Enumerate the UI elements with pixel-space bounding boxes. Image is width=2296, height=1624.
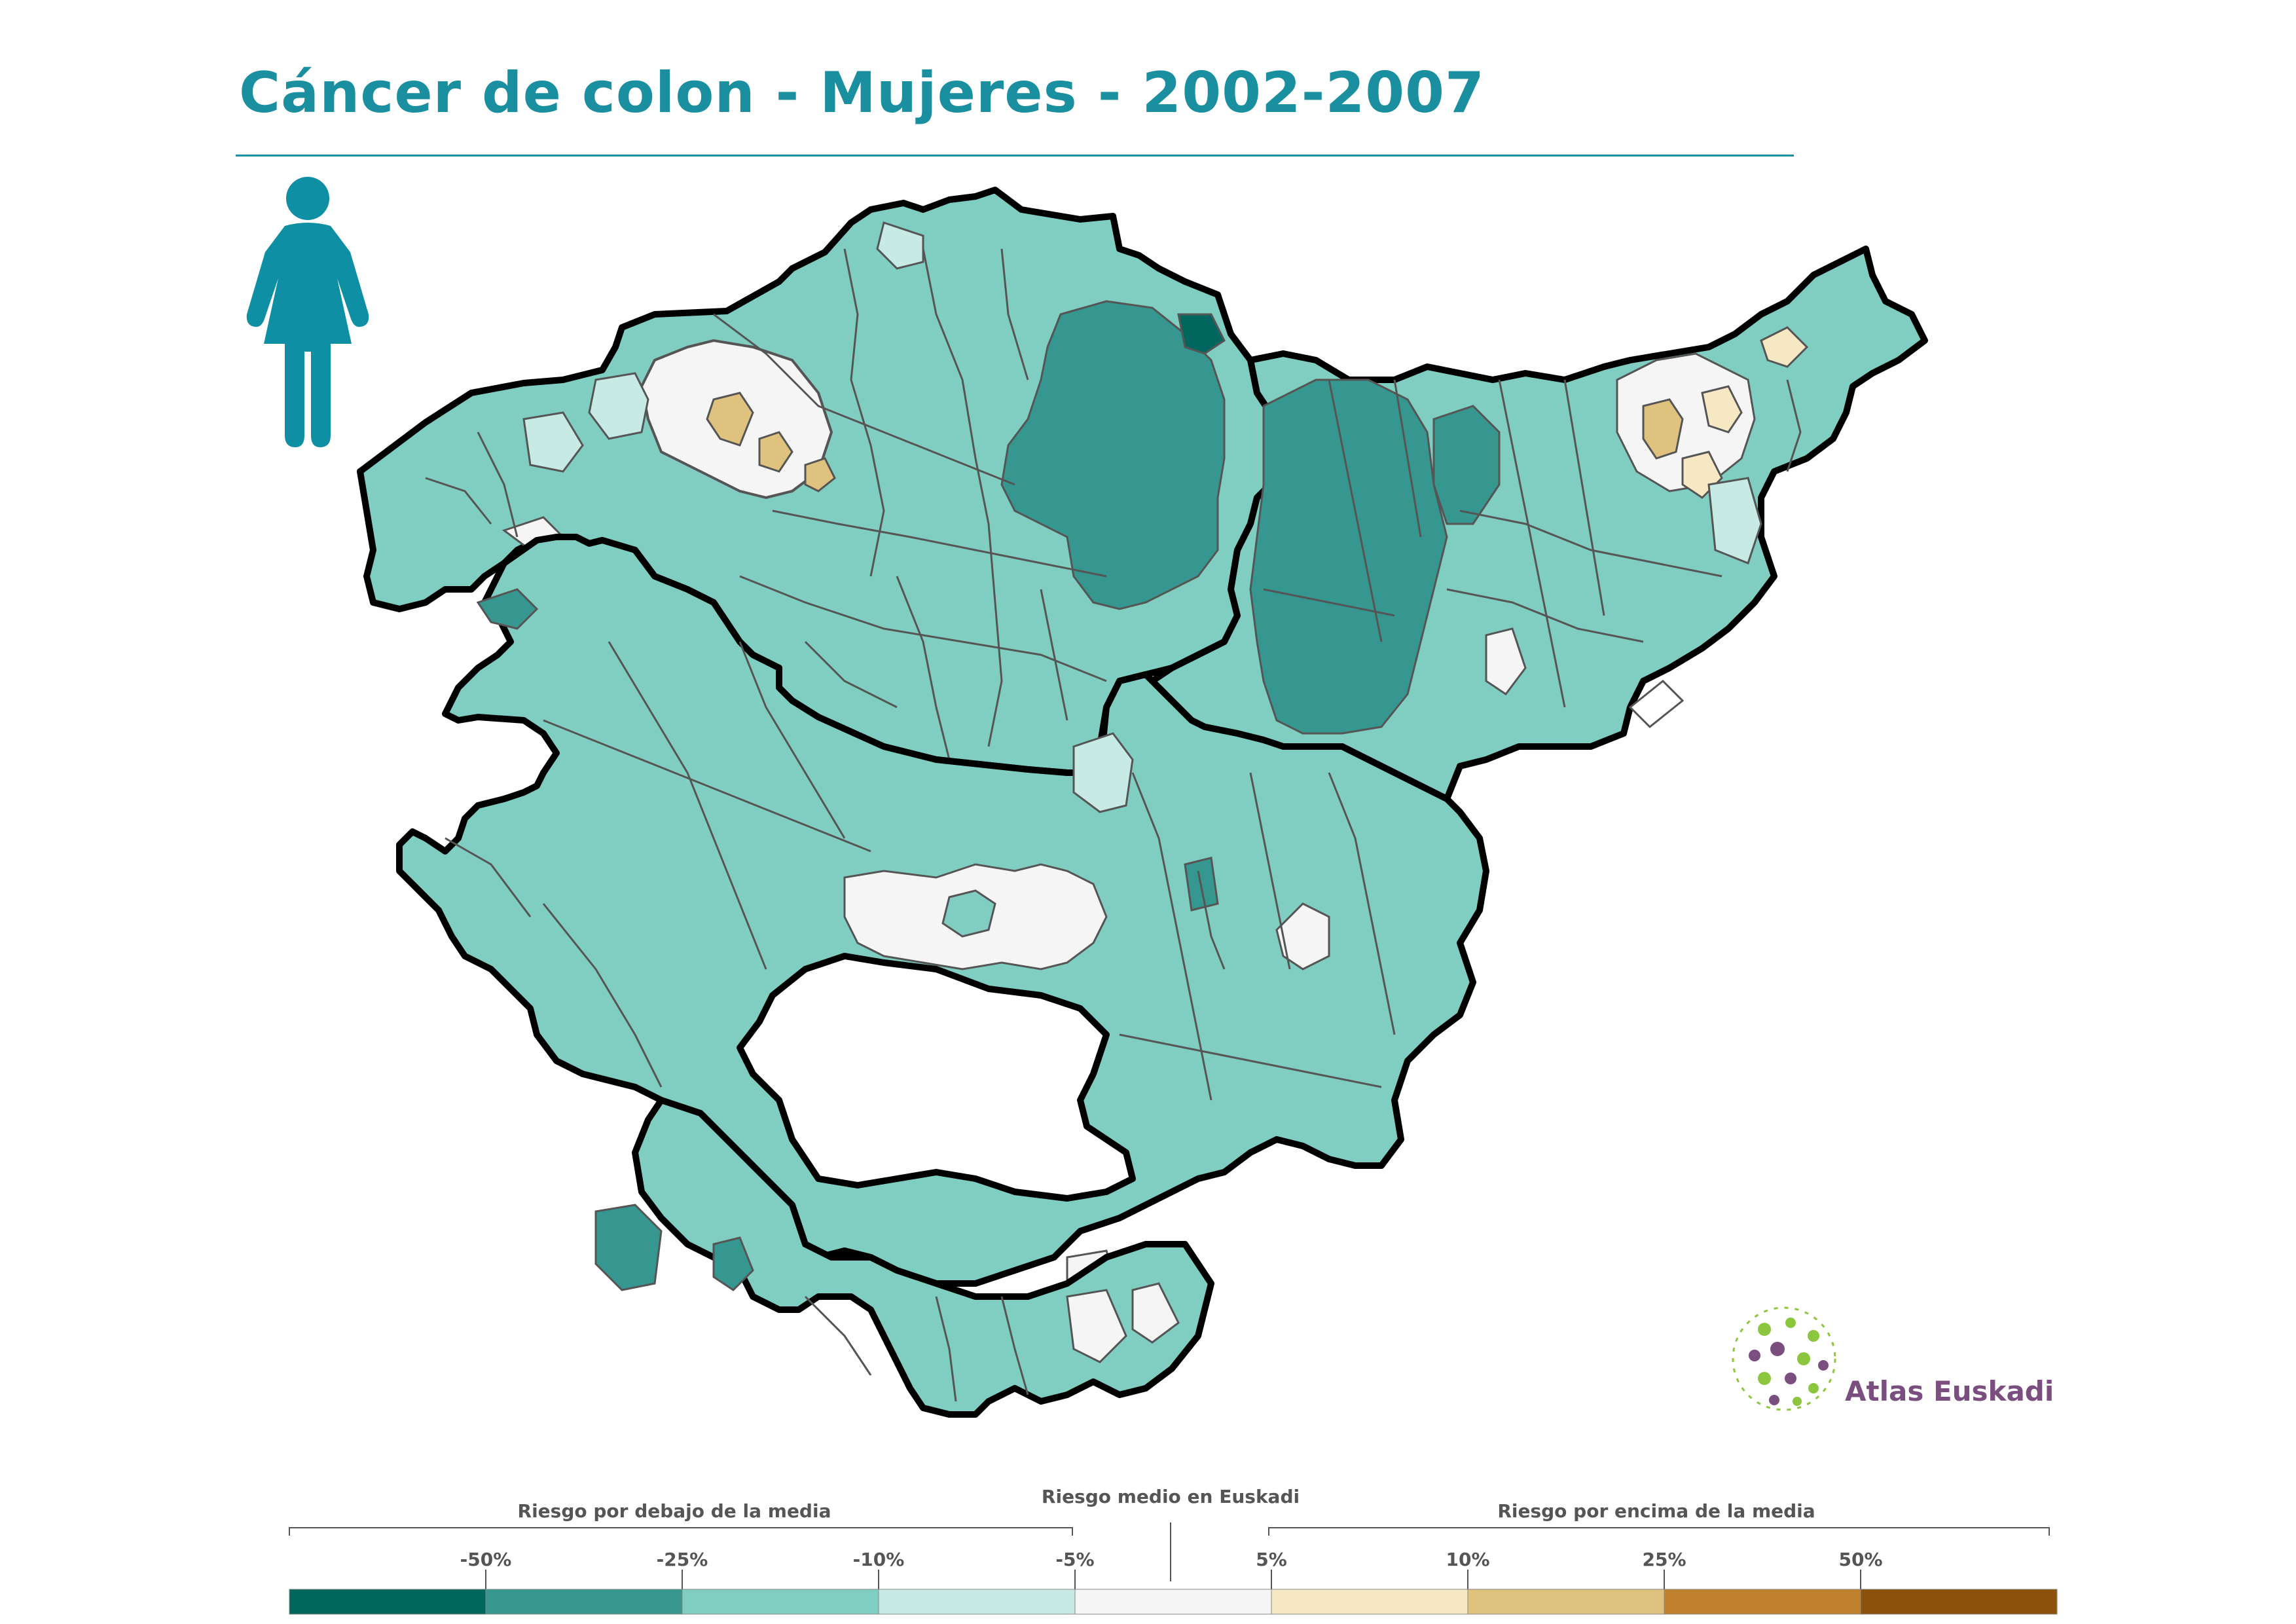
logo-sphere-icon xyxy=(1732,1306,1836,1411)
atlas-euskadi-logo: Atlas Euskadi xyxy=(1728,1303,2069,1421)
choropleth-map xyxy=(347,183,1951,1447)
legend-swatch xyxy=(485,1589,683,1615)
legend-tick-label: 5% xyxy=(1256,1549,1287,1570)
legend-swatch xyxy=(289,1589,486,1615)
legend-tick-label: -10% xyxy=(853,1549,905,1570)
legend-below-bracket xyxy=(289,1527,1073,1536)
legend-tick-label: 25% xyxy=(1642,1549,1686,1570)
legend-mean-label: Riesgo medio en Euskadi xyxy=(1042,1486,1300,1507)
legend-swatch xyxy=(1467,1589,1665,1615)
legend-tick-label: 10% xyxy=(1446,1549,1489,1570)
legend-above-bracket xyxy=(1268,1527,2050,1536)
province-araba xyxy=(396,534,1489,1418)
province-gipuzkoa xyxy=(1149,246,1928,802)
legend-tick-label: -5% xyxy=(1055,1549,1094,1570)
legend-above-label: Riesgo por encima de la media xyxy=(1497,1500,1815,1522)
legend-swatch xyxy=(682,1589,879,1615)
map-legend: Riesgo por debajo de la media Riesgo med… xyxy=(282,1477,2058,1615)
legend-below-label: Riesgo por debajo de la media xyxy=(518,1500,831,1522)
title-divider xyxy=(236,155,1794,157)
woman-icon xyxy=(239,174,376,449)
legend-swatch xyxy=(878,1589,1076,1615)
legend-swatch xyxy=(1074,1589,1272,1615)
logo-text: Atlas Euskadi xyxy=(1845,1375,2054,1407)
legend-tick-label: 50% xyxy=(1838,1549,1882,1570)
legend-swatch xyxy=(1664,1589,1861,1615)
legend-swatch xyxy=(1860,1589,2058,1615)
legend-swatch xyxy=(1271,1589,1468,1615)
legend-tick-label: -50% xyxy=(460,1549,512,1570)
page-title: Cáncer de colon - Mujeres - 2002-2007 xyxy=(239,60,1485,126)
province-bizkaia xyxy=(357,187,1286,776)
legend-tick-label: -25% xyxy=(657,1549,708,1570)
